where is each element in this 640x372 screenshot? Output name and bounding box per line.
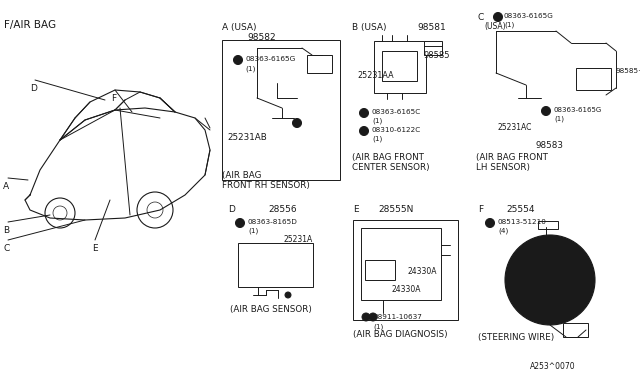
Bar bbox=[424, 41, 442, 55]
Text: LH SENSOR): LH SENSOR) bbox=[476, 163, 530, 172]
Text: (1): (1) bbox=[504, 22, 515, 29]
Circle shape bbox=[540, 270, 560, 290]
Circle shape bbox=[516, 260, 523, 266]
Circle shape bbox=[486, 218, 495, 228]
Bar bbox=[238, 243, 313, 287]
Circle shape bbox=[547, 312, 553, 318]
Text: C: C bbox=[478, 13, 484, 22]
Text: (STEERING WIRE): (STEERING WIRE) bbox=[478, 333, 554, 342]
Text: 98581: 98581 bbox=[417, 23, 445, 32]
Text: 08310-6122C: 08310-6122C bbox=[372, 127, 421, 133]
Bar bbox=[576, 68, 611, 90]
Bar bbox=[353, 220, 458, 320]
Text: 08513-51210: 08513-51210 bbox=[498, 219, 547, 225]
Text: 98583: 98583 bbox=[536, 141, 564, 150]
Text: 24330A: 24330A bbox=[408, 267, 438, 276]
Text: 08911-10637: 08911-10637 bbox=[373, 314, 422, 320]
Text: 25231A: 25231A bbox=[283, 235, 312, 244]
Circle shape bbox=[234, 55, 243, 64]
Text: (1): (1) bbox=[373, 323, 383, 330]
Text: (1): (1) bbox=[372, 118, 382, 125]
Text: A (USA): A (USA) bbox=[222, 23, 257, 32]
Bar bbox=[361, 228, 441, 300]
Text: FRONT RH SENSOR): FRONT RH SENSOR) bbox=[222, 181, 310, 190]
Text: 08363-6165G: 08363-6165G bbox=[504, 13, 554, 19]
Circle shape bbox=[362, 313, 370, 321]
Text: 08363-6165C: 08363-6165C bbox=[372, 109, 421, 115]
Text: (1): (1) bbox=[248, 228, 259, 234]
Text: CENTER SENSOR): CENTER SENSOR) bbox=[352, 163, 429, 172]
Text: S: S bbox=[544, 109, 548, 113]
Text: S: S bbox=[237, 221, 243, 225]
Text: S: S bbox=[294, 121, 300, 125]
Text: 08363-6165G: 08363-6165G bbox=[554, 107, 602, 113]
Text: A: A bbox=[3, 182, 9, 191]
Text: 25554: 25554 bbox=[506, 205, 534, 214]
Circle shape bbox=[577, 260, 583, 266]
Text: B (USA): B (USA) bbox=[352, 23, 387, 32]
Circle shape bbox=[236, 218, 244, 228]
Bar bbox=[563, 323, 588, 337]
Text: N: N bbox=[364, 314, 368, 320]
Text: B: B bbox=[3, 226, 9, 235]
Bar bbox=[538, 221, 558, 229]
Text: A253^0070: A253^0070 bbox=[530, 362, 575, 371]
Text: 25231AA: 25231AA bbox=[357, 71, 394, 80]
Circle shape bbox=[541, 106, 550, 115]
Circle shape bbox=[360, 109, 369, 118]
Text: C: C bbox=[3, 244, 9, 253]
Text: 25231AB: 25231AB bbox=[227, 133, 267, 142]
Text: F/AIR BAG: F/AIR BAG bbox=[4, 20, 56, 30]
Circle shape bbox=[285, 292, 291, 298]
Text: S: S bbox=[236, 58, 240, 62]
Text: (1): (1) bbox=[554, 116, 564, 122]
Text: S: S bbox=[362, 110, 366, 115]
Text: 24330A: 24330A bbox=[391, 285, 420, 294]
Text: E: E bbox=[92, 244, 98, 253]
Bar bbox=[382, 51, 417, 81]
Text: (AIR BAG DIAGNOSIS): (AIR BAG DIAGNOSIS) bbox=[353, 330, 447, 339]
Text: D: D bbox=[30, 84, 37, 93]
Text: S: S bbox=[496, 15, 500, 19]
Text: 98585: 98585 bbox=[424, 51, 451, 60]
Text: S: S bbox=[488, 221, 492, 225]
Text: 28555N: 28555N bbox=[378, 205, 413, 214]
Text: (1): (1) bbox=[245, 65, 255, 71]
Text: 28556: 28556 bbox=[268, 205, 296, 214]
Circle shape bbox=[292, 119, 301, 128]
Circle shape bbox=[530, 260, 570, 300]
Text: (AIR BAG SENSOR): (AIR BAG SENSOR) bbox=[230, 305, 312, 314]
Text: 08363-6165G: 08363-6165G bbox=[245, 56, 295, 62]
Circle shape bbox=[505, 235, 595, 325]
Text: (1): (1) bbox=[372, 136, 382, 142]
Bar bbox=[374, 41, 426, 93]
Text: F: F bbox=[111, 94, 116, 103]
Bar bbox=[365, 260, 395, 280]
Text: 25231AC: 25231AC bbox=[498, 123, 532, 132]
Text: 98582: 98582 bbox=[247, 33, 276, 42]
Text: D: D bbox=[228, 205, 235, 214]
Bar bbox=[307, 55, 332, 73]
Text: (AIR BAG FRONT: (AIR BAG FRONT bbox=[476, 153, 548, 162]
Text: (4): (4) bbox=[498, 228, 508, 234]
Circle shape bbox=[493, 13, 502, 22]
Text: 98585+A: 98585+A bbox=[616, 68, 640, 74]
Text: 08363-8165D: 08363-8165D bbox=[248, 219, 298, 225]
Text: (AIR BAG FRONT: (AIR BAG FRONT bbox=[352, 153, 424, 162]
Text: E: E bbox=[353, 205, 358, 214]
Text: (USA): (USA) bbox=[484, 22, 506, 31]
Circle shape bbox=[360, 126, 369, 135]
Text: (AIR BAG: (AIR BAG bbox=[222, 171, 261, 180]
Text: S: S bbox=[362, 128, 366, 134]
Bar bbox=[222, 40, 340, 180]
Circle shape bbox=[369, 313, 377, 321]
Text: F: F bbox=[478, 205, 483, 214]
